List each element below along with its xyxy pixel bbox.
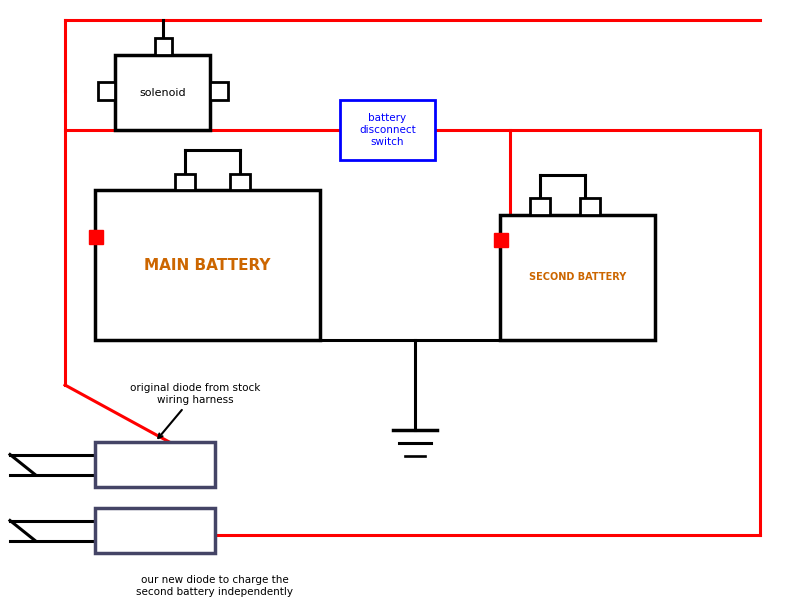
Text: battery
disconnect
switch: battery disconnect switch bbox=[359, 114, 416, 147]
Bar bbox=[155, 38, 172, 55]
Bar bbox=[95, 442, 215, 487]
Bar bbox=[95, 508, 215, 553]
Bar bbox=[98, 82, 115, 100]
Text: SECOND BATTERY: SECOND BATTERY bbox=[529, 273, 626, 282]
Bar bbox=[89, 230, 103, 244]
Text: original diode from stock
wiring harness: original diode from stock wiring harness bbox=[130, 383, 260, 438]
Bar bbox=[530, 198, 550, 215]
Bar bbox=[230, 174, 250, 190]
Bar bbox=[340, 100, 435, 160]
Text: solenoid: solenoid bbox=[139, 87, 186, 98]
Text: MAIN BATTERY: MAIN BATTERY bbox=[144, 257, 270, 273]
Bar bbox=[95, 190, 320, 340]
Bar bbox=[115, 55, 210, 130]
Bar bbox=[494, 233, 508, 247]
Bar bbox=[500, 215, 655, 340]
Bar bbox=[210, 82, 228, 100]
Bar bbox=[580, 198, 600, 215]
Bar bbox=[175, 174, 195, 190]
Text: our new diode to charge the
second battery independently: our new diode to charge the second batte… bbox=[137, 575, 294, 596]
